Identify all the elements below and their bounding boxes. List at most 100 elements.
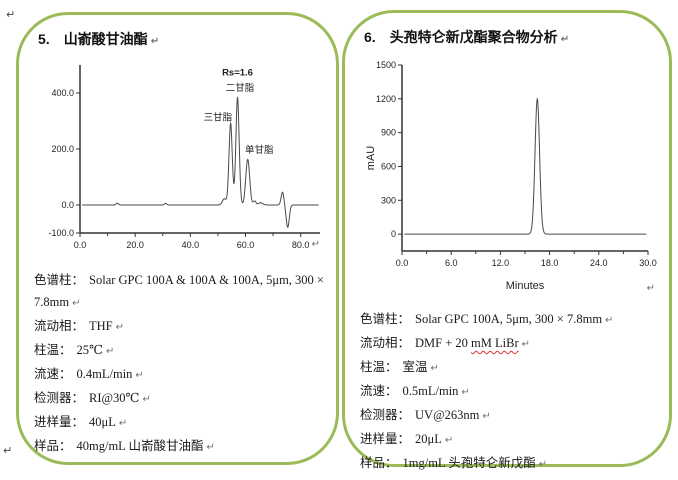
field-value: 40μL	[89, 415, 116, 429]
return-mark: ↵	[118, 418, 128, 429]
svg-text:1200: 1200	[376, 94, 396, 104]
svg-text:60.0: 60.0	[237, 240, 255, 250]
field-label: 进样量：	[34, 415, 85, 429]
svg-text:mAU: mAU	[365, 146, 377, 171]
svg-text:0.0: 0.0	[61, 200, 74, 210]
conditions-list: 色谱柱： Solar GPC 100A, 5μm, 300 × 7.8mm ↵ 流动…	[360, 308, 657, 476]
field-row-flow-rate: 流速： 0.5mL/min ↵	[360, 380, 657, 404]
field-label: 进样量：	[360, 432, 411, 446]
svg-text:0.0: 0.0	[74, 240, 87, 250]
svg-text:0.0: 0.0	[396, 258, 409, 268]
field-label: 流动相：	[360, 336, 411, 350]
svg-text:Minutes: Minutes	[506, 280, 545, 292]
svg-text:0: 0	[391, 229, 396, 239]
field-value: 1mg/mL 头孢特仑新戊酯	[402, 456, 536, 470]
field-value: 20μL	[415, 432, 442, 446]
field-value-misspelled: mM LiBr	[471, 336, 519, 350]
chart-container: 0.0 20.0 40.0 60.0 80.0 400.0 200.0 0.0 -100.0 Rs…	[34, 59, 324, 264]
return-mark: ↵	[72, 298, 81, 309]
svg-text:20.0: 20.0	[126, 240, 144, 250]
panel-title: 6. 头孢特仑新戊酯聚合物分析 ↵	[364, 27, 657, 49]
field-row-mobile-phase: 流动相： DMF + 20 mM LiBr ↵	[360, 332, 657, 356]
field-label: 流速：	[34, 367, 72, 381]
return-mark: ↵	[135, 370, 144, 381]
return-mark: ↵	[461, 387, 470, 398]
svg-text:40.0: 40.0	[182, 240, 200, 250]
svg-text:900: 900	[381, 128, 396, 138]
field-row-column-temp: 柱温： 25℃ ↵	[34, 339, 324, 363]
return-mark: ↵	[521, 339, 531, 350]
conditions-list: 色谱柱： Solar GPC 100A & 100A & 100A, 5μm, 3…	[34, 269, 324, 459]
field-row-mobile-phase: 流动相： THF ↵	[34, 315, 324, 339]
return-mark: ↵	[605, 315, 614, 326]
field-label: 样品：	[360, 456, 398, 470]
return-mark: ↵	[106, 346, 115, 357]
field-label: 柱温：	[360, 360, 398, 374]
field-row-column: 色谱柱： Solar GPC 100A & 100A & 100A, 5μm, 3…	[34, 269, 324, 315]
svg-text:30.0: 30.0	[639, 258, 657, 268]
svg-text:12.0: 12.0	[492, 258, 510, 268]
svg-text:24.0: 24.0	[590, 258, 608, 268]
return-mark: ↵	[444, 435, 454, 446]
section-number: 5.	[38, 31, 50, 47]
field-row-sample: 样品： 40mg/mL 山嵛酸甘油酯 ↵	[34, 435, 324, 459]
chromatogram-chart-glyceryl-behenate: 0.0 20.0 40.0 60.0 80.0400.0200.00.0-100.0Rs…	[48, 65, 320, 250]
field-label: 检测器：	[360, 408, 411, 422]
return-mark: ↵	[206, 442, 215, 453]
svg-text:400.0: 400.0	[51, 88, 74, 98]
field-row-injection: 进样量： 20μL ↵	[360, 428, 657, 452]
field-row-column-temp: 柱温： 室温 ↵	[360, 356, 657, 380]
field-value: Solar GPC 100A, 5μm, 300 × 7.8mm	[415, 312, 603, 326]
field-label: 样品：	[34, 439, 72, 453]
section-number: 6.	[364, 29, 376, 45]
return-mark: ↵	[142, 394, 151, 405]
svg-text:二甘脂: 二甘脂	[226, 82, 255, 94]
field-value: DMF + 20	[415, 336, 472, 350]
svg-text:单甘脂: 单甘脂	[245, 144, 274, 156]
svg-text:-100.0: -100.0	[48, 228, 74, 238]
field-row-flow-rate: 流速： 0.4mL/min ↵	[34, 363, 324, 387]
field-label: 流动相：	[34, 319, 85, 333]
field-row-sample: 样品： 1mg/mL 头孢特仑新戊酯 ↵	[360, 452, 657, 476]
return-mark: ↵	[430, 363, 439, 374]
section-title: 头孢特仑新戊酯聚合物分析	[389, 29, 558, 45]
svg-text:300: 300	[381, 195, 396, 205]
return-mark: ↵	[646, 283, 655, 294]
return-mark: ↵	[560, 34, 570, 45]
field-row-injection: 进样量： 40μL ↵	[34, 411, 324, 435]
return-mark: ↵	[150, 36, 160, 47]
field-label: 检测器：	[34, 391, 85, 405]
svg-text:600: 600	[381, 161, 396, 171]
field-value: 0.4mL/min	[76, 367, 133, 381]
svg-text:三甘脂: 三甘脂	[204, 111, 233, 123]
field-value: Solar GPC 100A & 100A & 100A, 5μm, 300 ×…	[34, 273, 324, 309]
field-row-detector: 检测器： RI@30℃ ↵	[34, 387, 324, 411]
chart-container: 0.0 6.0 12.0 18.0 24.0 30.0 1500 1200 900 600 300 0…	[364, 55, 657, 298]
field-value: 40mg/mL 山嵛酸甘油酯	[76, 439, 204, 453]
field-row-column: 色谱柱： Solar GPC 100A, 5μm, 300 × 7.8mm ↵	[360, 308, 657, 332]
field-value: 25℃	[76, 343, 103, 357]
panel-cefteram-pivoxil: 6. 头孢特仑新戊酯聚合物分析 ↵ 0.0 6.0 12.0 18.0 24.0 30.0…	[342, 10, 672, 470]
svg-text:6.0: 6.0	[445, 258, 458, 268]
chromatogram-chart-cefteram-pivoxil: 0.0 6.0 12.0 18.0 24.0 30.0 1500 1200 900 600 300 0…	[365, 60, 657, 292]
svg-text:Rs=1.6: Rs=1.6	[222, 68, 253, 79]
section-title: 山嵛酸甘油酯	[63, 31, 148, 47]
svg-text:200.0: 200.0	[51, 144, 74, 154]
field-value: RI@30℃	[89, 391, 140, 405]
field-value: THF	[89, 319, 113, 333]
panel-glyceryl-behenate: 5. 山嵛酸甘油酯 ↵ 0.0 20.0 40.0 60.0 80.0 400.0 200.…	[16, 12, 339, 465]
field-value: 室温	[402, 360, 428, 374]
return-mark: ↵	[3, 444, 13, 457]
return-mark: ↵	[115, 322, 125, 333]
field-label: 柱温：	[34, 343, 72, 357]
svg-text:18.0: 18.0	[541, 258, 559, 268]
return-mark: ↵	[538, 459, 548, 470]
field-value: 0.5mL/min	[402, 384, 459, 398]
svg-text:80.0: 80.0	[292, 240, 310, 250]
return-mark: ↵	[6, 8, 16, 21]
field-label: 色谱柱：	[34, 273, 85, 287]
svg-text:1500: 1500	[376, 60, 396, 70]
panel-title: 5. 山嵛酸甘油酯 ↵	[38, 29, 324, 51]
return-mark: ↵	[482, 411, 491, 422]
